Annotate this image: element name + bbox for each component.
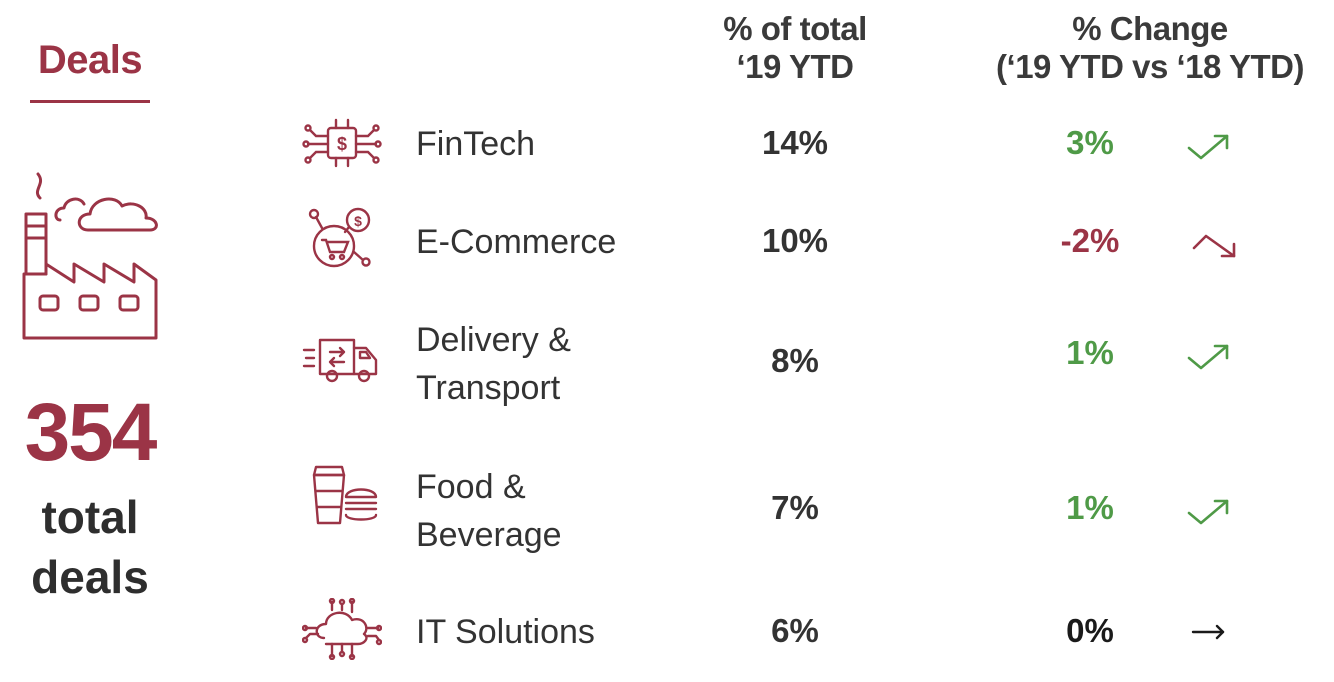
row-pct-total: 7% xyxy=(771,489,819,526)
cloud-circuit-icon xyxy=(302,598,382,660)
food-drink-burger-icon xyxy=(302,463,382,525)
row-label-line1: FinTech xyxy=(416,125,536,163)
total-label-line1: total xyxy=(41,491,139,543)
total-label-line2: deals xyxy=(31,550,149,603)
total-deals-label: total deals xyxy=(10,488,170,608)
row-label-line2: Transport xyxy=(416,369,561,408)
row-label-line2: Beverage xyxy=(416,516,562,555)
row-label-line1: E-Commerce xyxy=(416,223,617,261)
row-label: Food & Beverage xyxy=(416,463,562,560)
row-pct-change: 0% xyxy=(1066,612,1114,649)
trend-up-icon xyxy=(1183,491,1239,531)
ecommerce-cart-icon: $ xyxy=(302,206,382,268)
row-pct-change: 1% xyxy=(1066,334,1114,371)
row-pct-change: 3% xyxy=(1066,124,1114,161)
column-header-pct-change: % Change (‘19 YTD vs ‘18 YTD) xyxy=(975,10,1325,86)
delivery-truck-icon xyxy=(302,334,382,394)
row-label: IT Solutions xyxy=(416,608,595,656)
trend-up-icon xyxy=(1183,126,1239,166)
trend-up-icon xyxy=(1183,336,1239,376)
row-pct-total: 6% xyxy=(771,612,819,649)
svg-text:$: $ xyxy=(354,213,362,229)
row-label-line1: Food & xyxy=(416,468,526,506)
row-label: FinTech xyxy=(416,120,535,168)
factory-icon xyxy=(18,168,168,343)
trend-flat-icon xyxy=(1183,612,1239,652)
row-pct-change: -2% xyxy=(1060,222,1120,259)
deals-title: Deals xyxy=(37,38,143,82)
column-header-pct-line1: % of total xyxy=(723,10,867,47)
row-pct-change: 1% xyxy=(1066,489,1114,526)
row-label-line1: IT Solutions xyxy=(416,613,595,651)
row-pct-total: 8% xyxy=(771,342,819,379)
column-header-change-line1: % Change xyxy=(1072,10,1228,47)
row-pct-total: 10% xyxy=(761,222,829,259)
title-underline xyxy=(30,100,150,103)
row-pct-total: 14% xyxy=(761,124,829,161)
row-label: Delivery & Transport xyxy=(416,316,571,413)
fintech-chip-icon: $ xyxy=(302,114,382,174)
column-header-change-line2: (‘19 YTD vs ‘18 YTD) xyxy=(996,47,1304,85)
row-label-line1: Delivery & xyxy=(416,321,571,359)
total-deals-number: 354 xyxy=(24,387,158,478)
row-label: E-Commerce xyxy=(416,218,616,266)
svg-text:$: $ xyxy=(337,134,347,154)
trend-down-icon xyxy=(1188,224,1244,264)
column-header-pct-line2: ‘19 YTD xyxy=(736,47,854,85)
column-header-pct-total: % of total ‘19 YTD xyxy=(700,10,890,86)
